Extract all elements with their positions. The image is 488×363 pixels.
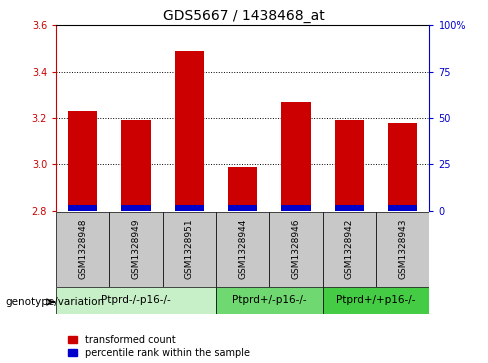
Bar <box>388 205 417 211</box>
Bar <box>376 212 429 287</box>
Bar <box>216 287 323 314</box>
Text: GSM1328951: GSM1328951 <box>185 218 194 279</box>
Bar <box>163 212 216 287</box>
Text: GSM1328946: GSM1328946 <box>292 218 301 279</box>
Bar <box>228 205 258 211</box>
Bar <box>122 120 151 211</box>
Bar <box>282 205 311 211</box>
Bar <box>68 111 98 211</box>
Text: GSM1328942: GSM1328942 <box>345 218 354 279</box>
Bar <box>323 212 376 287</box>
Bar <box>122 205 151 211</box>
Text: Ptprd-/-p16-/-: Ptprd-/-p16-/- <box>101 295 171 305</box>
Bar <box>335 205 364 211</box>
Text: genotype/variation: genotype/variation <box>5 297 104 307</box>
Text: GSM1328943: GSM1328943 <box>398 218 407 279</box>
Bar <box>282 102 311 211</box>
Bar <box>175 51 204 211</box>
Bar <box>228 167 258 211</box>
Bar <box>68 205 98 211</box>
Bar <box>216 212 269 287</box>
Bar <box>109 212 163 287</box>
Text: GSM1328944: GSM1328944 <box>238 218 247 279</box>
Text: GSM1328949: GSM1328949 <box>132 218 141 279</box>
Text: GSM1328948: GSM1328948 <box>78 218 87 279</box>
Bar <box>335 120 364 211</box>
Legend: transformed count, percentile rank within the sample: transformed count, percentile rank withi… <box>68 335 250 358</box>
Bar <box>56 287 216 314</box>
Text: Ptprd+/-p16-/-: Ptprd+/-p16-/- <box>232 295 307 305</box>
Bar <box>323 287 429 314</box>
Text: GDS5667 / 1438468_at: GDS5667 / 1438468_at <box>163 9 325 23</box>
Bar <box>175 205 204 211</box>
Bar <box>388 123 417 211</box>
Bar <box>269 212 323 287</box>
Bar <box>56 212 109 287</box>
Text: Ptprd+/+p16-/-: Ptprd+/+p16-/- <box>336 295 416 305</box>
